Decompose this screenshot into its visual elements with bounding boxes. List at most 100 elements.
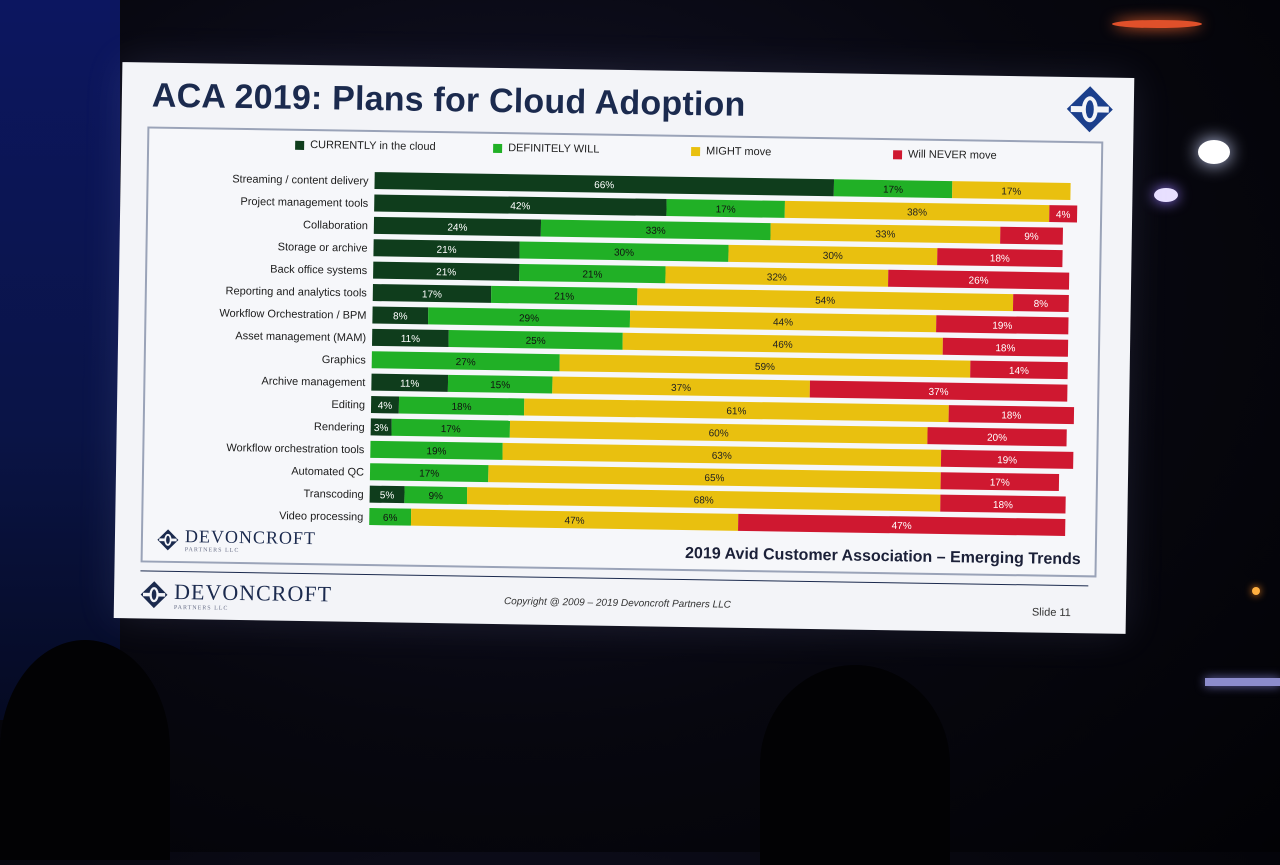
bar-segment [374,194,667,217]
audience-silhouette-left [0,640,170,860]
bar-segment [370,418,392,436]
footer-brand-name: DEVONCROFT [173,578,333,607]
bar-segment [1012,294,1069,312]
bar-segment [942,337,1069,357]
bar-segment [1049,205,1078,223]
bar-value-label: 24% [447,223,467,234]
bar-segment [373,216,542,237]
slide-footer-brand: DEVONCROFT PARTNERS LLC [140,578,332,613]
bar-segment [391,418,511,438]
bar-segment [666,199,785,218]
bar-value-label: 47% [892,521,912,532]
bar-value-label: 27% [456,357,476,368]
category-label: Collaboration [303,219,368,232]
bar-value-label: 5% [380,490,395,501]
bar-segment [466,487,941,512]
category-label: Reporting and analytics tools [225,285,367,299]
bar-value-label: 18% [990,253,1010,264]
bar-value-label: 47% [564,516,584,527]
presentation-slide: ACA 2019: Plans for Cloud Adoption CURRE… [113,62,1135,634]
stage-spotlight [1198,140,1230,164]
bar-value-label: 17% [441,424,461,435]
bar-value-label: 33% [646,226,666,237]
bar-segment [373,239,520,259]
bar-segment [940,472,1060,492]
chart-frame: CURRENTLY in the cloud DEFINITELY WILL M… [140,126,1104,578]
bar-value-label: 25% [526,336,546,347]
category-label: Transcoding [303,488,363,501]
bar-value-label: 30% [823,251,843,262]
devoncroft-logo-icon [1066,86,1113,133]
bar-value-label: 37% [671,383,691,394]
bar-value-label: 19% [997,455,1017,466]
category-label: Automated QC [291,465,364,478]
bar-value-label: 3% [374,423,389,434]
bar-segment [369,485,405,504]
bar-value-label: 21% [436,245,456,256]
slide-number: Slide 11 [1031,606,1071,620]
bar-value-label: 6% [383,513,398,524]
bar-value-label: 15% [490,380,510,391]
bar-value-label: 17% [990,477,1010,488]
category-label: Editing [331,399,365,412]
bar-value-label: 21% [554,291,574,302]
bar-value-label: 8% [1034,299,1049,310]
bar-segment [398,396,525,416]
bar-value-label: 44% [773,317,793,328]
bar-value-label: 61% [726,406,746,417]
bar-segment [370,440,503,460]
bar-value-label: 18% [995,343,1015,354]
bar-segment [502,442,942,467]
bar-segment [372,328,449,348]
bar-value-label: 9% [428,491,443,502]
bar-segment [952,181,1071,200]
bar-segment [738,513,1066,536]
bar-value-label: 8% [393,311,408,322]
bar-segment [488,465,941,490]
bar-segment [369,463,489,483]
bar-value-label: 11% [401,334,421,345]
bar-segment [888,269,1070,290]
stage-spotlight-small [1154,188,1178,202]
bar-segment [491,285,638,306]
ambient-light [1252,587,1260,595]
bar-value-label: 4% [378,401,393,412]
bar-value-label: 19% [426,446,446,457]
bar-segment [728,244,938,266]
bar-value-label: 26% [969,276,989,287]
chart-brand: DEVONCROFT PARTNERS LLC [157,526,316,555]
chart-brand-name: DEVONCROFT [184,526,317,549]
bar-segment [374,172,835,197]
category-label: Workflow Orchestration / BPM [219,308,366,322]
category-label: Rendering [314,421,365,434]
category-label: Storage or archive [278,241,368,254]
stacked-bar-chart: Streaming / content delivery 66% 17% 17% Pro… [219,172,1078,536]
bar-value-label: 18% [451,402,471,413]
bar-value-label: 14% [1009,366,1029,377]
bar-segment [1000,226,1063,245]
bar-value-label: 17% [1001,186,1021,197]
bar-value-label: 21% [582,269,602,280]
bar-value-label: 11% [400,379,420,390]
bar-segment [940,449,1074,469]
bar-segment [936,315,1069,335]
category-label: Video processing [279,510,363,523]
bar-value-label: 17% [422,289,442,300]
category-label: Back office systems [270,264,368,278]
bar-segment [524,398,949,423]
bar-segment [410,508,739,531]
bar-value-label: 9% [1024,232,1039,243]
bar-segment [833,179,953,199]
bar-segment [404,486,468,505]
bar-segment [665,266,889,287]
bar-segment [629,310,937,333]
bar-segment [448,330,623,350]
bar-segment [372,284,492,303]
bar-segment [428,307,631,328]
bar-value-label: 59% [755,362,775,373]
bar-segment [519,263,666,284]
bar-segment [948,405,1075,425]
bar-value-label: 17% [883,185,903,196]
bar-value-label: 60% [709,428,729,439]
bar-value-label: 19% [992,321,1012,332]
